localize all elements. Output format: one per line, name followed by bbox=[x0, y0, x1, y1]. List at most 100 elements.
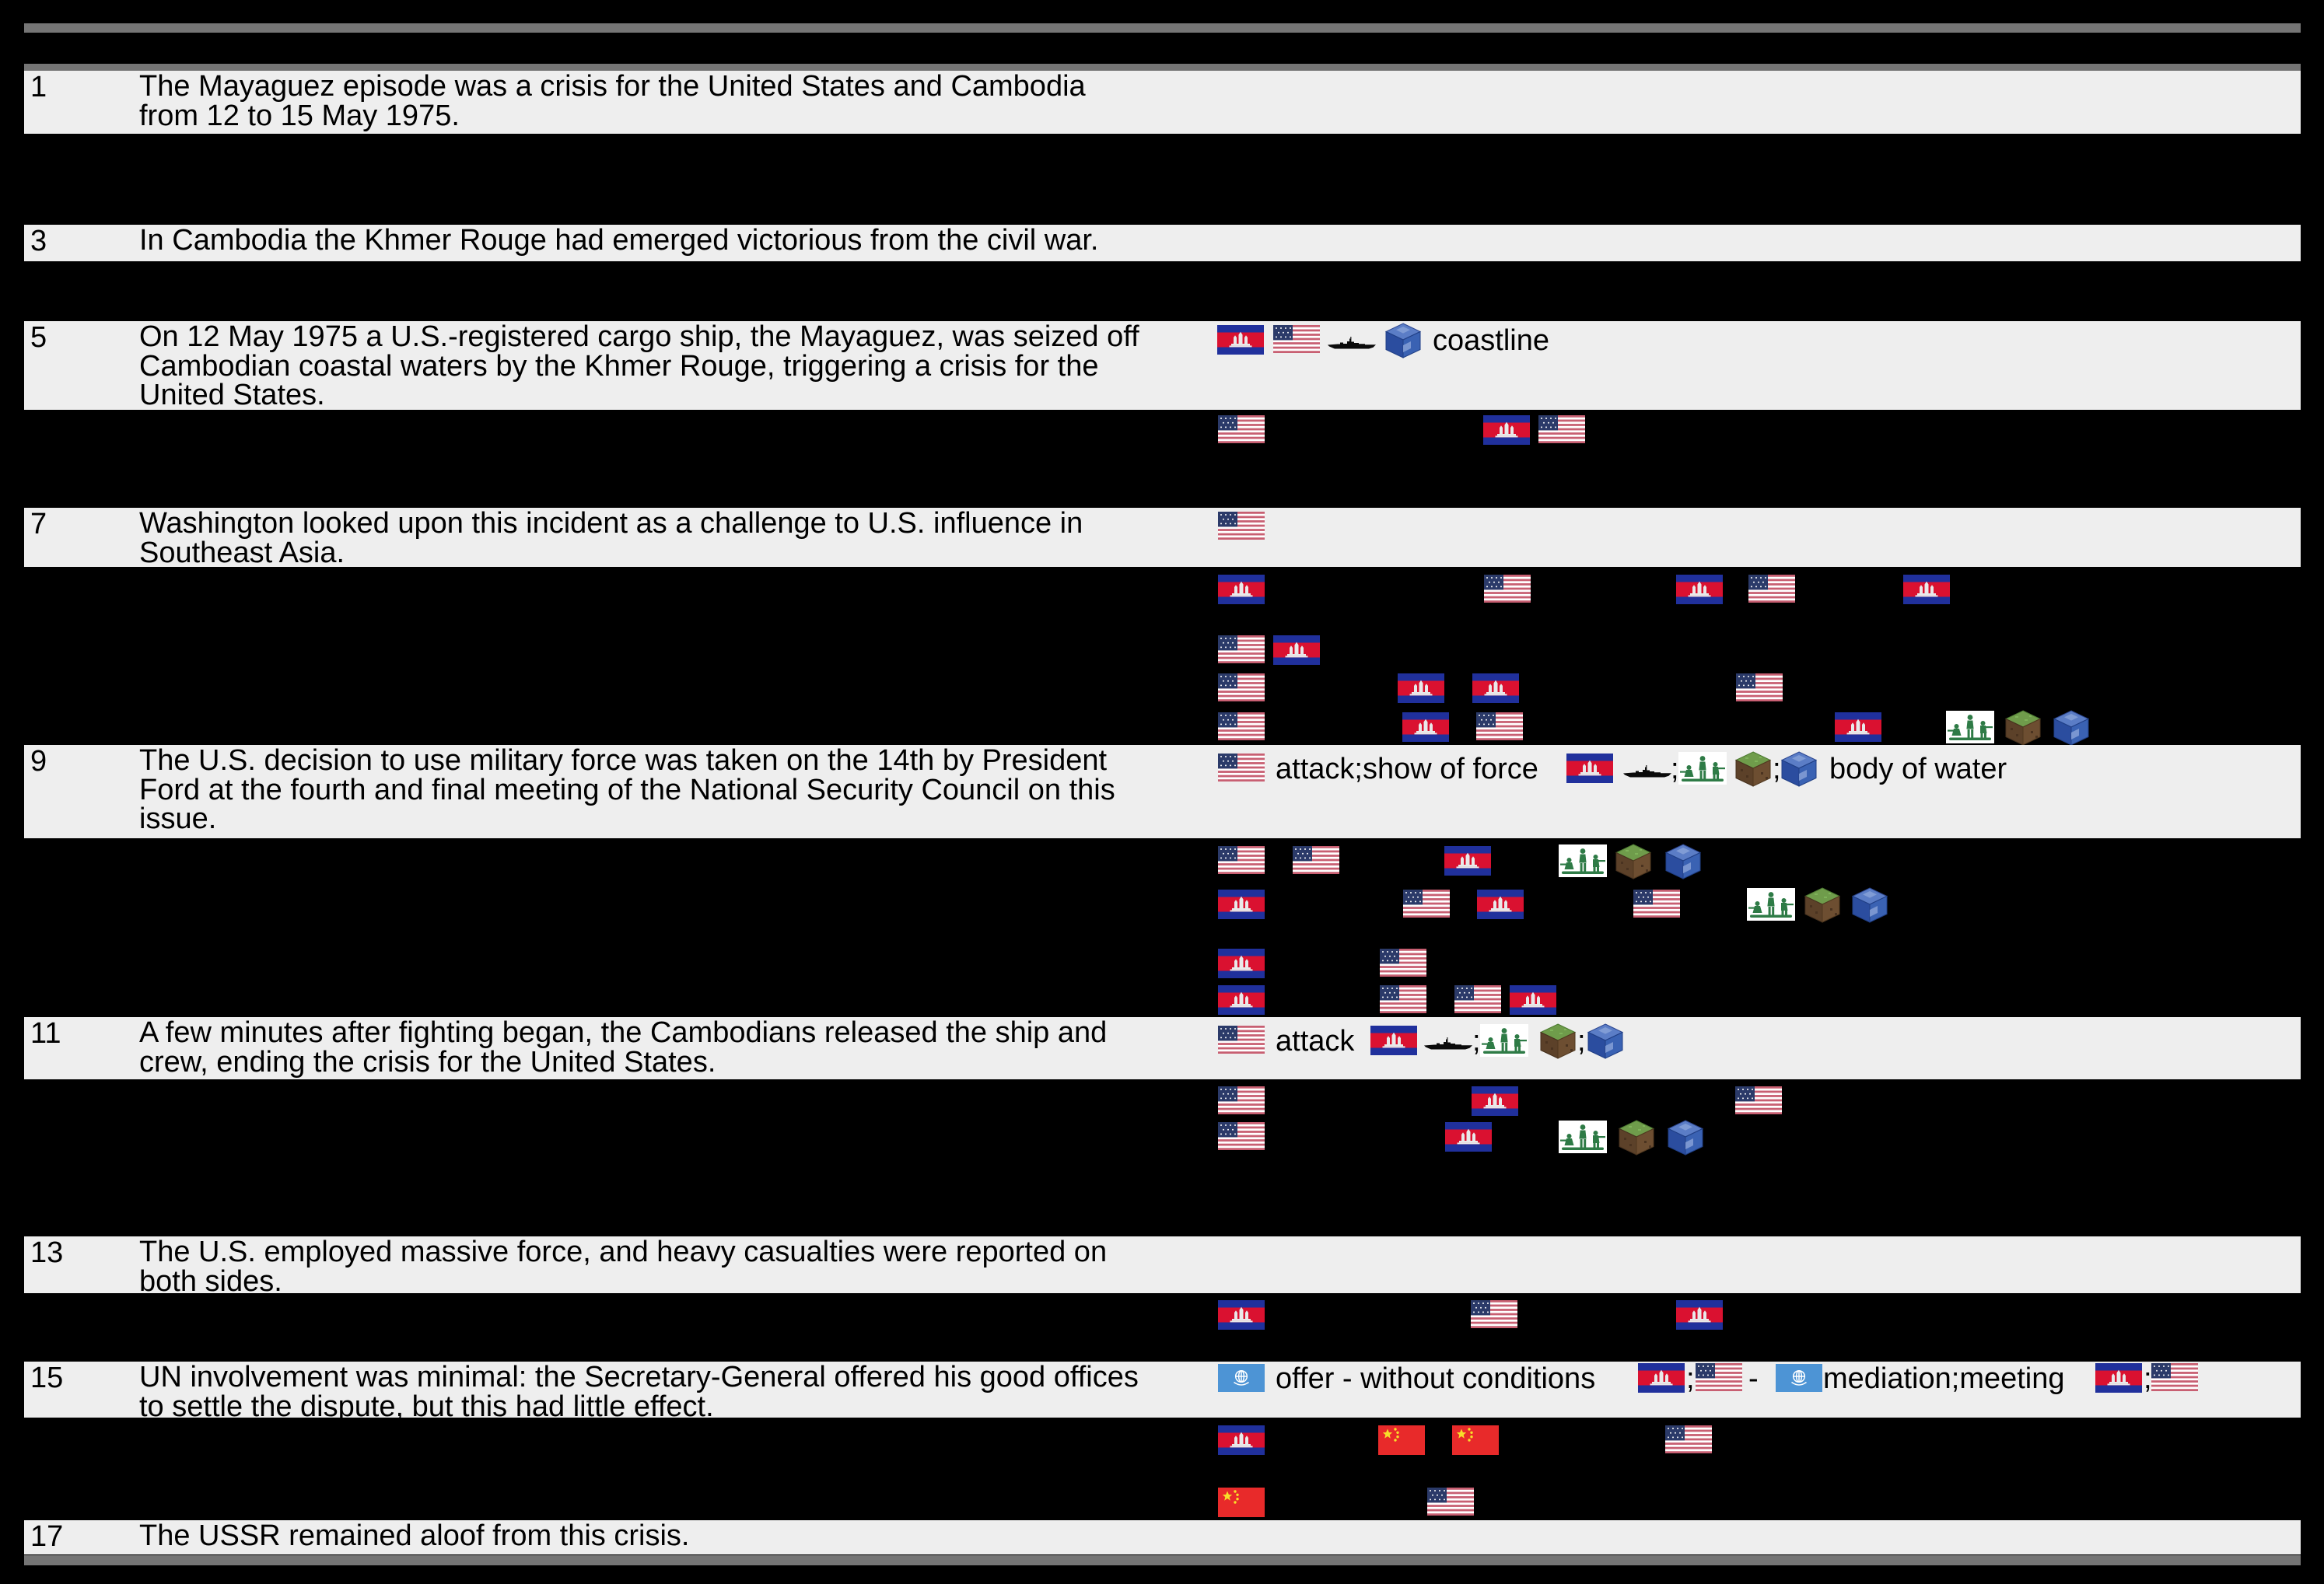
cambodia-flag-icon[interactable] bbox=[1903, 575, 1950, 604]
cambodia-flag-icon[interactable] bbox=[1218, 1300, 1265, 1330]
sentence-row[interactable]: 3 In Cambodia the Khmer Rouge had emerged… bbox=[24, 225, 2301, 261]
china-flag-icon[interactable] bbox=[1378, 1425, 1425, 1455]
us-flag-icon[interactable] bbox=[1218, 673, 1265, 701]
cambodia-flag-icon[interactable] bbox=[1444, 846, 1491, 876]
water-block-icon[interactable] bbox=[1384, 322, 1422, 359]
us-flag-icon[interactable] bbox=[1454, 985, 1501, 1013]
sentence-row[interactable]: 13 The U.S. employed massive force, and h… bbox=[24, 1236, 2301, 1296]
grass-block-icon[interactable] bbox=[1804, 886, 1841, 924]
us-flag-icon[interactable] bbox=[1427, 1488, 1474, 1516]
cambodia-flag-icon[interactable] bbox=[1835, 712, 1881, 742]
cambodia-flag-icon[interactable] bbox=[1483, 415, 1530, 445]
warship-icon[interactable] bbox=[1622, 764, 1672, 778]
china-flag-icon[interactable] bbox=[1452, 1425, 1499, 1455]
us-flag-icon[interactable] bbox=[1484, 575, 1531, 603]
cambodia-flag-icon[interactable] bbox=[1370, 1026, 1417, 1055]
us-flag-icon[interactable] bbox=[1403, 890, 1450, 918]
us-flag-icon[interactable] bbox=[1218, 754, 1265, 782]
water-block-icon[interactable] bbox=[1664, 843, 1702, 880]
cambodia-flag-icon[interactable] bbox=[1566, 754, 1613, 783]
us-flag-icon[interactable] bbox=[1218, 846, 1265, 874]
grass-block-icon[interactable] bbox=[1615, 843, 1652, 880]
soldiers-icon[interactable] bbox=[1946, 711, 1994, 743]
cambodia-flag-icon[interactable] bbox=[1218, 1425, 1265, 1455]
us-flag-icon[interactable] bbox=[1218, 512, 1265, 540]
us-flag-icon[interactable] bbox=[1218, 1086, 1265, 1114]
us-flag-icon[interactable] bbox=[1471, 1300, 1517, 1328]
china-flag-icon[interactable] bbox=[1218, 1488, 1265, 1517]
us-flag-icon[interactable] bbox=[1748, 575, 1795, 603]
us-flag-icon[interactable] bbox=[2151, 1363, 2198, 1391]
annotation-label: ; bbox=[2144, 1362, 2152, 1395]
un-flag-icon[interactable] bbox=[1776, 1364, 1822, 1392]
us-flag-icon[interactable] bbox=[1735, 1086, 1782, 1114]
us-flag-icon[interactable] bbox=[1633, 890, 1680, 918]
sentence-row[interactable]: 1 The Mayaguez episode was a crisis for t… bbox=[24, 71, 2301, 134]
annotation-label: ; bbox=[1577, 1025, 1586, 1058]
cambodia-flag-icon[interactable] bbox=[1402, 712, 1449, 742]
water-block-icon[interactable] bbox=[2053, 709, 2090, 747]
us-flag-icon[interactable] bbox=[1696, 1363, 1742, 1391]
un-flag-icon[interactable] bbox=[1218, 1364, 1265, 1392]
us-flag-icon[interactable] bbox=[1218, 1122, 1265, 1150]
us-flag-icon[interactable] bbox=[1218, 712, 1265, 740]
soldiers-icon[interactable] bbox=[1559, 844, 1607, 877]
water-block-icon[interactable] bbox=[1851, 886, 1888, 924]
sentence-row[interactable]: 15 UN involvement was minimal: the Secret… bbox=[24, 1362, 2301, 1421]
cambodia-flag-icon[interactable] bbox=[1398, 673, 1444, 703]
grass-block-icon[interactable] bbox=[1618, 1119, 1655, 1156]
soldiers-icon[interactable] bbox=[1480, 1024, 1528, 1057]
sentence-text-line: In Cambodia the Khmer Rouge had emerged … bbox=[139, 224, 1099, 257]
us-flag-icon[interactable] bbox=[1665, 1425, 1712, 1453]
cambodia-flag-icon[interactable] bbox=[1218, 949, 1265, 978]
soldiers-icon[interactable] bbox=[1559, 1121, 1607, 1153]
cambodia-flag-icon[interactable] bbox=[1510, 985, 1556, 1015]
cambodia-flag-icon[interactable] bbox=[1477, 890, 1524, 919]
cambodia-flag-icon[interactable] bbox=[2095, 1363, 2142, 1393]
sentence-text: In Cambodia the Khmer Rouge had emerged … bbox=[139, 226, 1098, 256]
soldiers-icon[interactable] bbox=[1678, 752, 1727, 785]
us-flag-icon[interactable] bbox=[1380, 949, 1426, 977]
sentence-text: The U.S. employed massive force, and hea… bbox=[139, 1237, 1107, 1296]
cambodia-flag-icon[interactable] bbox=[1676, 575, 1723, 604]
water-block-icon[interactable] bbox=[1780, 750, 1818, 788]
cambodia-flag-icon[interactable] bbox=[1218, 575, 1265, 604]
us-flag-icon[interactable] bbox=[1273, 325, 1320, 353]
sentence-row[interactable]: 9 The U.S. decision to use military force… bbox=[24, 745, 2301, 838]
cambodia-flag-icon[interactable] bbox=[1445, 1122, 1492, 1152]
annotation-label: offer - without conditions bbox=[1276, 1362, 1596, 1395]
cambodia-flag-icon[interactable] bbox=[1676, 1300, 1723, 1330]
warship-icon[interactable] bbox=[1327, 336, 1377, 350]
us-flag-icon[interactable] bbox=[1476, 712, 1523, 740]
grass-block-icon[interactable] bbox=[1734, 750, 1772, 788]
us-flag-icon[interactable] bbox=[1736, 673, 1783, 701]
sentence-text: Washington looked upon this incident as … bbox=[139, 509, 1083, 568]
us-flag-icon[interactable] bbox=[1218, 635, 1265, 663]
cambodia-flag-icon[interactable] bbox=[1217, 325, 1264, 355]
grass-block-icon[interactable] bbox=[1539, 1023, 1577, 1060]
sentence-row[interactable]: 17 The USSR remained aloof from this cris… bbox=[24, 1520, 2301, 1554]
soldiers-icon[interactable] bbox=[1747, 888, 1795, 921]
sentence-row[interactable]: 7 Washington looked upon this incident as… bbox=[24, 508, 2301, 567]
cambodia-flag-icon[interactable] bbox=[1472, 673, 1519, 703]
cambodia-flag-icon[interactable] bbox=[1472, 1086, 1518, 1116]
us-flag-icon[interactable] bbox=[1538, 415, 1585, 443]
cambodia-flag-icon[interactable] bbox=[1638, 1363, 1685, 1393]
warship-icon[interactable] bbox=[1423, 1037, 1473, 1051]
us-flag-icon[interactable] bbox=[1293, 846, 1339, 874]
cambodia-flag-icon[interactable] bbox=[1273, 635, 1320, 665]
us-flag-icon[interactable] bbox=[1218, 1026, 1265, 1054]
water-block-icon[interactable] bbox=[1587, 1023, 1624, 1060]
us-flag-icon[interactable] bbox=[1218, 415, 1265, 443]
sentence-text-line: Ford at the fourth and final meeting of … bbox=[139, 773, 1115, 806]
sentence-row[interactable]: 5 On 12 May 1975 a U.S.-registered cargo … bbox=[24, 321, 2301, 410]
sentence-row[interactable]: 11 A few minutes after fighting began, th… bbox=[24, 1017, 2301, 1079]
sentence-number: 5 bbox=[30, 321, 47, 354]
water-block-icon[interactable] bbox=[1667, 1119, 1704, 1156]
annotation-label: - bbox=[1748, 1362, 1759, 1395]
cambodia-flag-icon[interactable] bbox=[1218, 985, 1265, 1015]
us-flag-icon[interactable] bbox=[1380, 985, 1426, 1013]
grass-block-icon[interactable] bbox=[2004, 709, 2042, 747]
cambodia-flag-icon[interactable] bbox=[1218, 890, 1265, 919]
sentence-number: 3 bbox=[30, 225, 47, 257]
